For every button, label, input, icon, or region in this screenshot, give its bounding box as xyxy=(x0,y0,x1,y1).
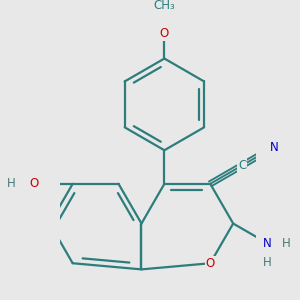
Text: O: O xyxy=(160,27,169,40)
Text: H: H xyxy=(7,177,16,190)
Text: O: O xyxy=(29,177,38,190)
Text: C: C xyxy=(238,159,246,172)
Text: H: H xyxy=(262,256,271,269)
Text: H: H xyxy=(282,236,291,250)
Text: N: N xyxy=(269,141,278,154)
Text: O: O xyxy=(206,257,215,270)
Text: N: N xyxy=(262,236,271,250)
Text: CH₃: CH₃ xyxy=(154,0,175,12)
